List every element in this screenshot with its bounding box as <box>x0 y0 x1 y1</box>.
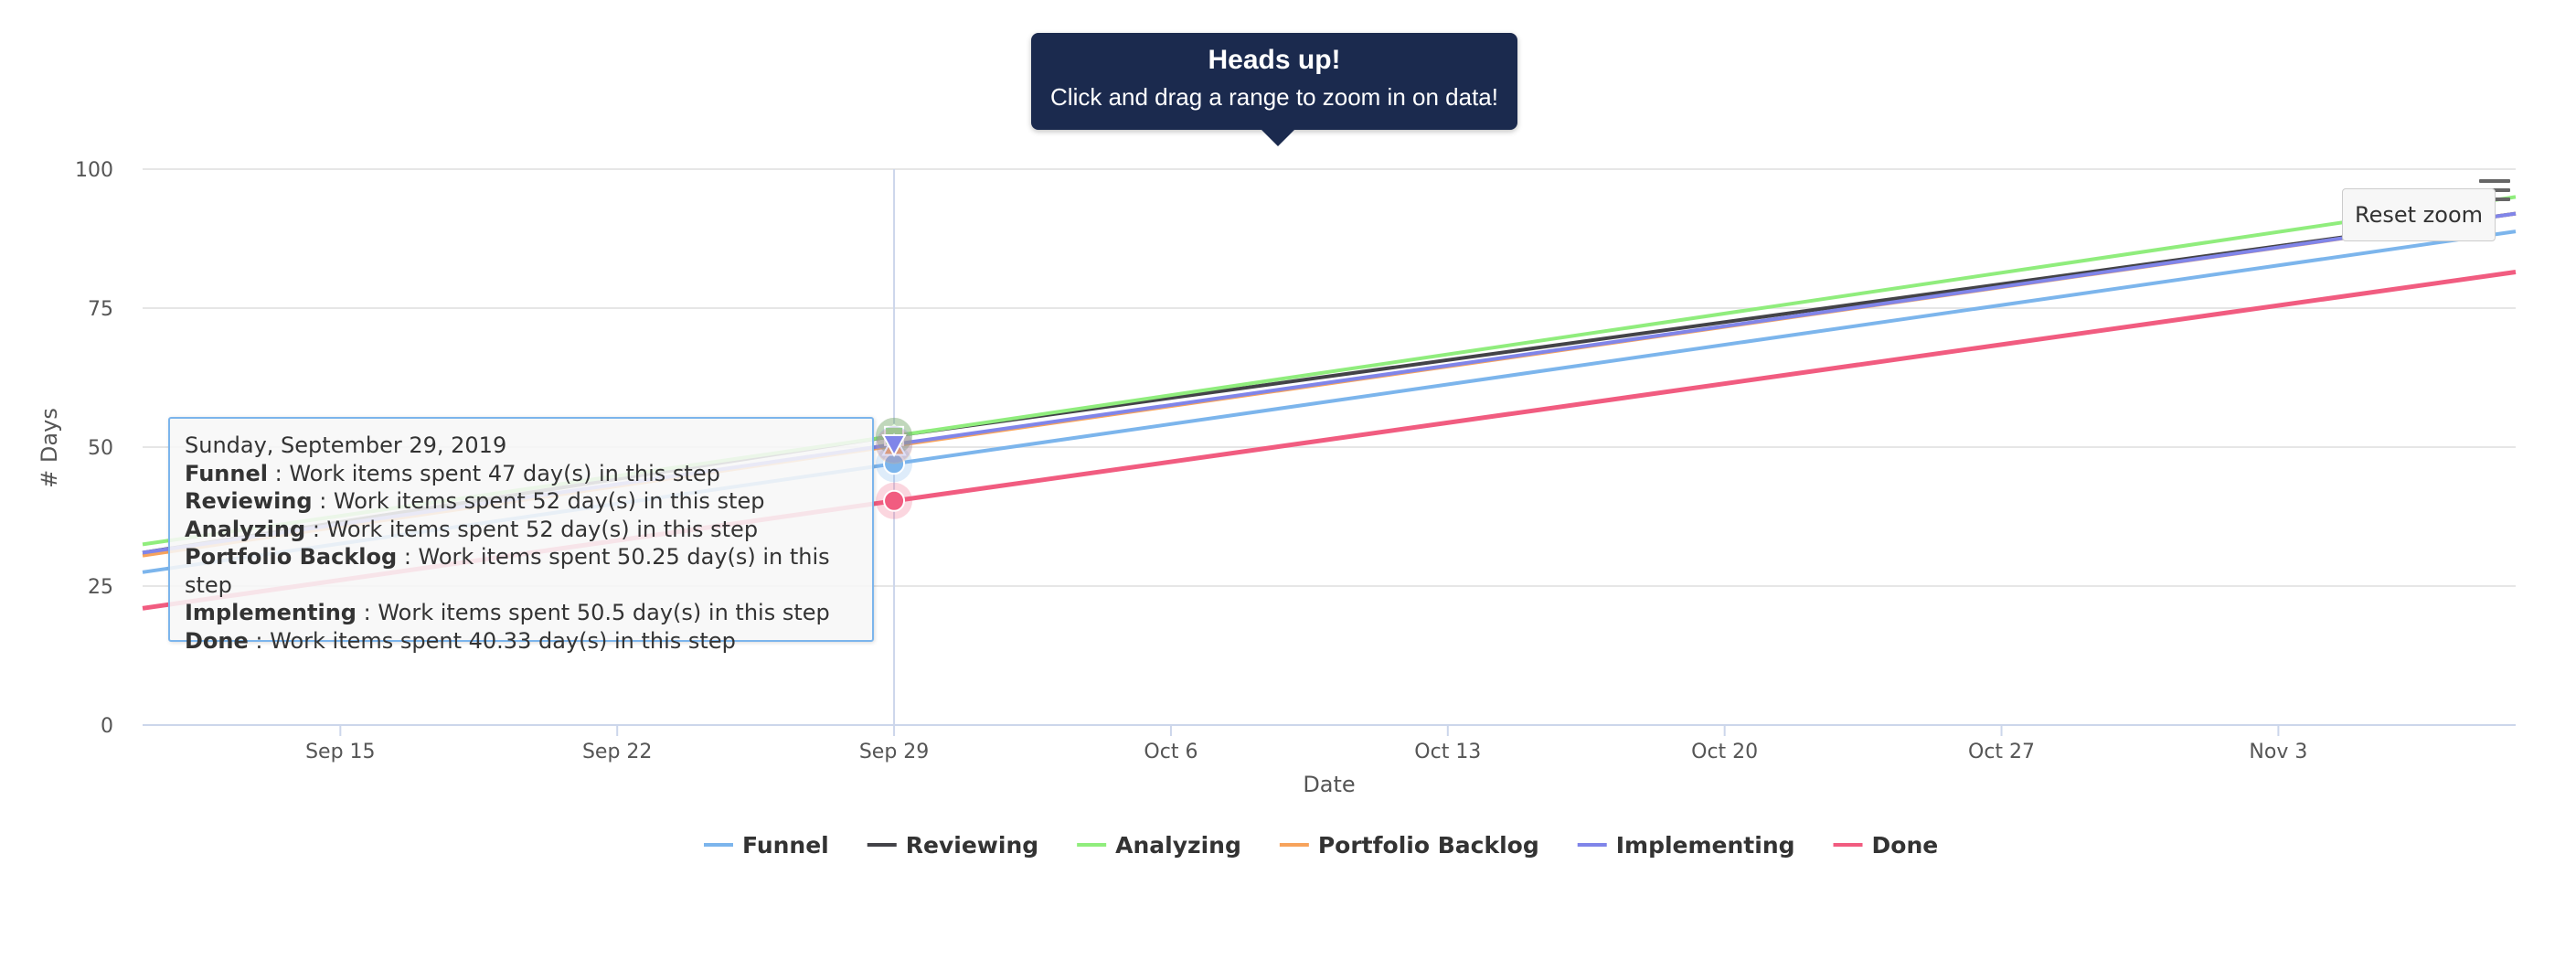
legend[interactable]: Funnel Reviewing Analyzing Portfolio Backlo… <box>704 832 1938 859</box>
x-axis: Sep 15 Sep 22 Sep 29 Oct 6 Oct 13 Oct 20 Oct 2… <box>143 724 2516 763</box>
y-axis-labels: 0 25 50 75 100 <box>75 159 113 738</box>
legend-label: Implementing <box>1616 832 1795 859</box>
y-tick-label: 25 <box>88 576 113 599</box>
legend-label: Reviewing <box>906 832 1038 859</box>
tooltip-row: Analyzing : Work items spent 52 day(s) i… <box>185 516 857 544</box>
x-tick-label: Sep 15 <box>305 741 375 763</box>
x-tick-label: Nov 3 <box>2249 741 2307 763</box>
legend-item-implementing[interactable]: Implementing <box>1577 832 1795 859</box>
y-tick-label: 50 <box>88 437 113 460</box>
x-axis-title: Date <box>1303 772 1355 797</box>
marker-implementing <box>881 433 907 458</box>
tooltip-row-text: : Work items spent 47 day(s) in this ste… <box>267 460 720 486</box>
x-tick-label: Oct 13 <box>1414 741 1481 763</box>
legend-label: Funnel <box>742 832 829 859</box>
tooltip-series-name: Analyzing <box>185 516 306 542</box>
legend-label: Analyzing <box>1115 832 1241 859</box>
tooltip-row-text: : Work items spent 50.25 day(s) in this … <box>185 544 830 598</box>
data-tooltip: Sunday, September 29, 2019 Funnel : Work… <box>168 417 874 654</box>
legend-item-reviewing[interactable]: Reviewing <box>867 832 1038 859</box>
tooltip-series-name: Implementing <box>185 600 357 625</box>
tooltip-row-text: : Work items spent 40.33 day(s) in this … <box>248 627 736 654</box>
hover-markers <box>876 417 913 519</box>
y-tick-label: 100 <box>75 159 113 182</box>
tooltip-series-name: Funnel <box>185 460 268 486</box>
zoom-hint-message: Click and drag a range to zoom in on dat… <box>1050 83 1498 111</box>
x-tick-label: Sep 29 <box>859 741 929 763</box>
tooltip-row: Done : Work items spent 40.33 day(s) in … <box>185 627 857 656</box>
legend-item-analyzing[interactable]: Analyzing <box>1077 832 1241 859</box>
tooltip-row-text: : Work items spent 52 day(s) in this ste… <box>312 488 765 514</box>
legend-label: Done <box>1872 832 1939 859</box>
x-tick-label: Oct 20 <box>1691 741 1758 763</box>
tooltip-header: Sunday, September 29, 2019 <box>185 432 507 458</box>
tooltip-row-text: : Work items spent 52 day(s) in this ste… <box>305 516 759 542</box>
tooltip-series-name: Portfolio Backlog <box>185 544 398 570</box>
x-tick-label: Oct 27 <box>1968 741 2035 763</box>
x-tick-label: Sep 22 <box>582 741 652 763</box>
zoom-hint-banner: Heads up! Click and drag a range to zoom… <box>1031 33 1517 146</box>
zoom-hint-title: Heads up! <box>1208 45 1341 75</box>
x-tick-label: Oct 6 <box>1144 741 1198 763</box>
y-tick-label: 0 <box>101 715 113 738</box>
tooltip-series-name: Done <box>185 627 249 654</box>
tooltip-series-name: Reviewing <box>185 488 313 514</box>
legend-label: Portfolio Backlog <box>1318 832 1539 859</box>
tooltip-row: Funnel : Work items spent 47 day(s) in t… <box>185 460 857 488</box>
tooltip-row: Reviewing : Work items spent 52 day(s) i… <box>185 487 857 516</box>
legend-item-done[interactable]: Done <box>1833 832 1939 859</box>
legend-item-funnel[interactable]: Funnel <box>704 832 829 859</box>
reset-zoom-button[interactable]: Reset zoom <box>2342 188 2496 241</box>
tooltip-row-text: : Work items spent 50.5 day(s) in this s… <box>356 600 830 625</box>
tooltip-row: Implementing : Work items spent 50.5 day… <box>185 599 857 627</box>
legend-item-portfolio-backlog[interactable]: Portfolio Backlog <box>1279 832 1539 859</box>
tooltip-row: Portfolio Backlog : Work items spent 50.… <box>185 543 857 599</box>
y-tick-label: 75 <box>88 298 113 321</box>
y-axis-title: # Days <box>37 408 62 488</box>
marker-done <box>883 489 906 512</box>
